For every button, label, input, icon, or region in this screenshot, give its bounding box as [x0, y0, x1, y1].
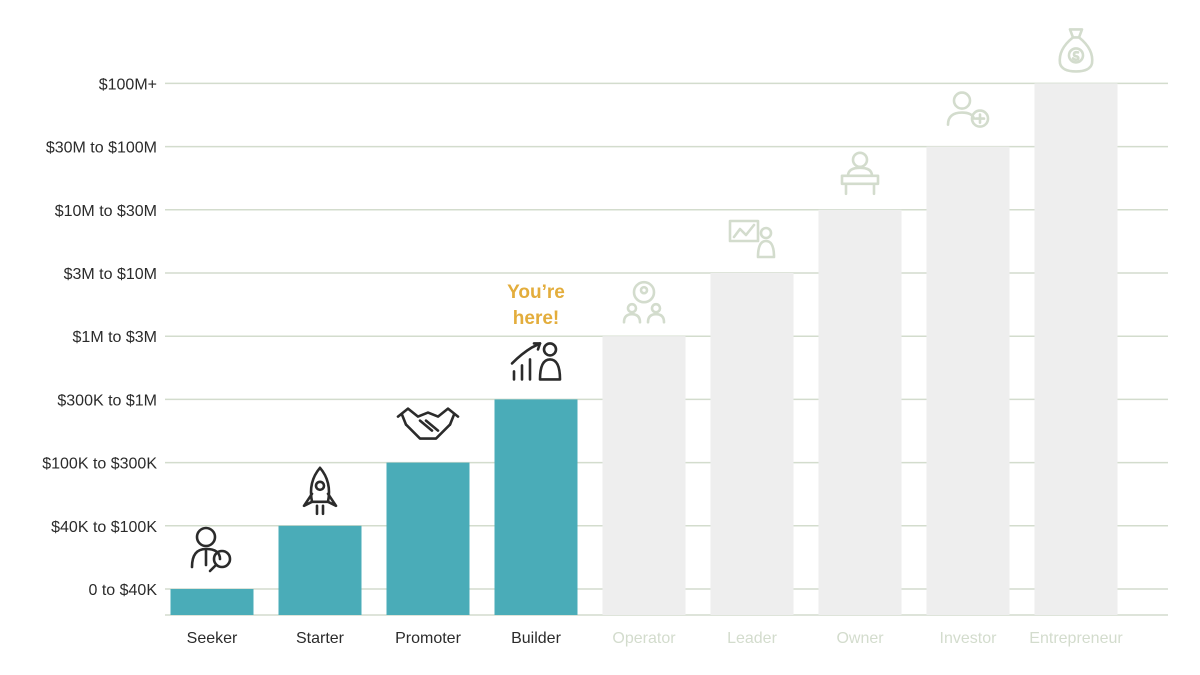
- category-label-leader: Leader: [727, 630, 777, 647]
- rocket-icon: [302, 466, 338, 516]
- y-tick-label: $100K to $300K: [42, 456, 157, 473]
- seeker-icon: [190, 526, 232, 573]
- category-label-operator: Operator: [612, 630, 676, 647]
- y-tick-label: $10M to $30M: [55, 203, 157, 220]
- you-are-here-annotation: You’re here!: [507, 282, 565, 329]
- category-label-seeker: Seeker: [187, 630, 238, 647]
- desk-owner-icon: [840, 151, 880, 196]
- category-label-investor: Investor: [940, 630, 998, 647]
- category-label-starter: Starter: [296, 630, 345, 647]
- handshake-icon: [396, 407, 460, 440]
- category-label-owner: Owner: [836, 630, 884, 647]
- annotation-line-2: here!: [513, 308, 559, 329]
- money-bag-icon: [1058, 28, 1094, 73]
- y-tick-label: $30M to $100M: [46, 140, 157, 157]
- y-tick-label: $300K to $1M: [57, 392, 157, 409]
- y-tick-label: $1M to $3M: [73, 329, 157, 346]
- bar-operator: [602, 336, 686, 615]
- team-network-icon: [622, 280, 666, 324]
- bar-entrepreneur: [1034, 83, 1118, 615]
- annotation-line-1: You’re: [507, 282, 565, 303]
- presentation-icon: [728, 219, 776, 259]
- bar-owner: [818, 209, 902, 616]
- category-label-builder: Builder: [511, 630, 561, 647]
- bar-starter: [278, 525, 362, 615]
- y-axis-tick-labels: 0 to $40K $40K to $100K $100K to $300K $300…: [42, 76, 157, 599]
- bar-promoter: [386, 462, 470, 615]
- y-tick-label: $40K to $100K: [51, 519, 157, 536]
- bars: [170, 83, 1118, 616]
- x-axis-category-labels: Seeker Starter Promoter Builder Operator Lead…: [187, 630, 1124, 647]
- y-tick-label: 0 to $40K: [89, 582, 158, 599]
- bar-icons: [190, 28, 1094, 573]
- bar-investor: [926, 146, 1010, 615]
- add-user-icon: [946, 91, 990, 128]
- category-label-promoter: Promoter: [395, 630, 461, 647]
- growth-chart-icon: [510, 342, 562, 381]
- bar-leader: [710, 273, 794, 615]
- bar-builder: [494, 399, 578, 615]
- category-label-entrepreneur: Entrepreneur: [1029, 630, 1123, 647]
- bar-seeker: [170, 589, 254, 615]
- y-tick-label: $100M+: [99, 76, 157, 93]
- y-tick-label: $3M to $10M: [64, 266, 157, 283]
